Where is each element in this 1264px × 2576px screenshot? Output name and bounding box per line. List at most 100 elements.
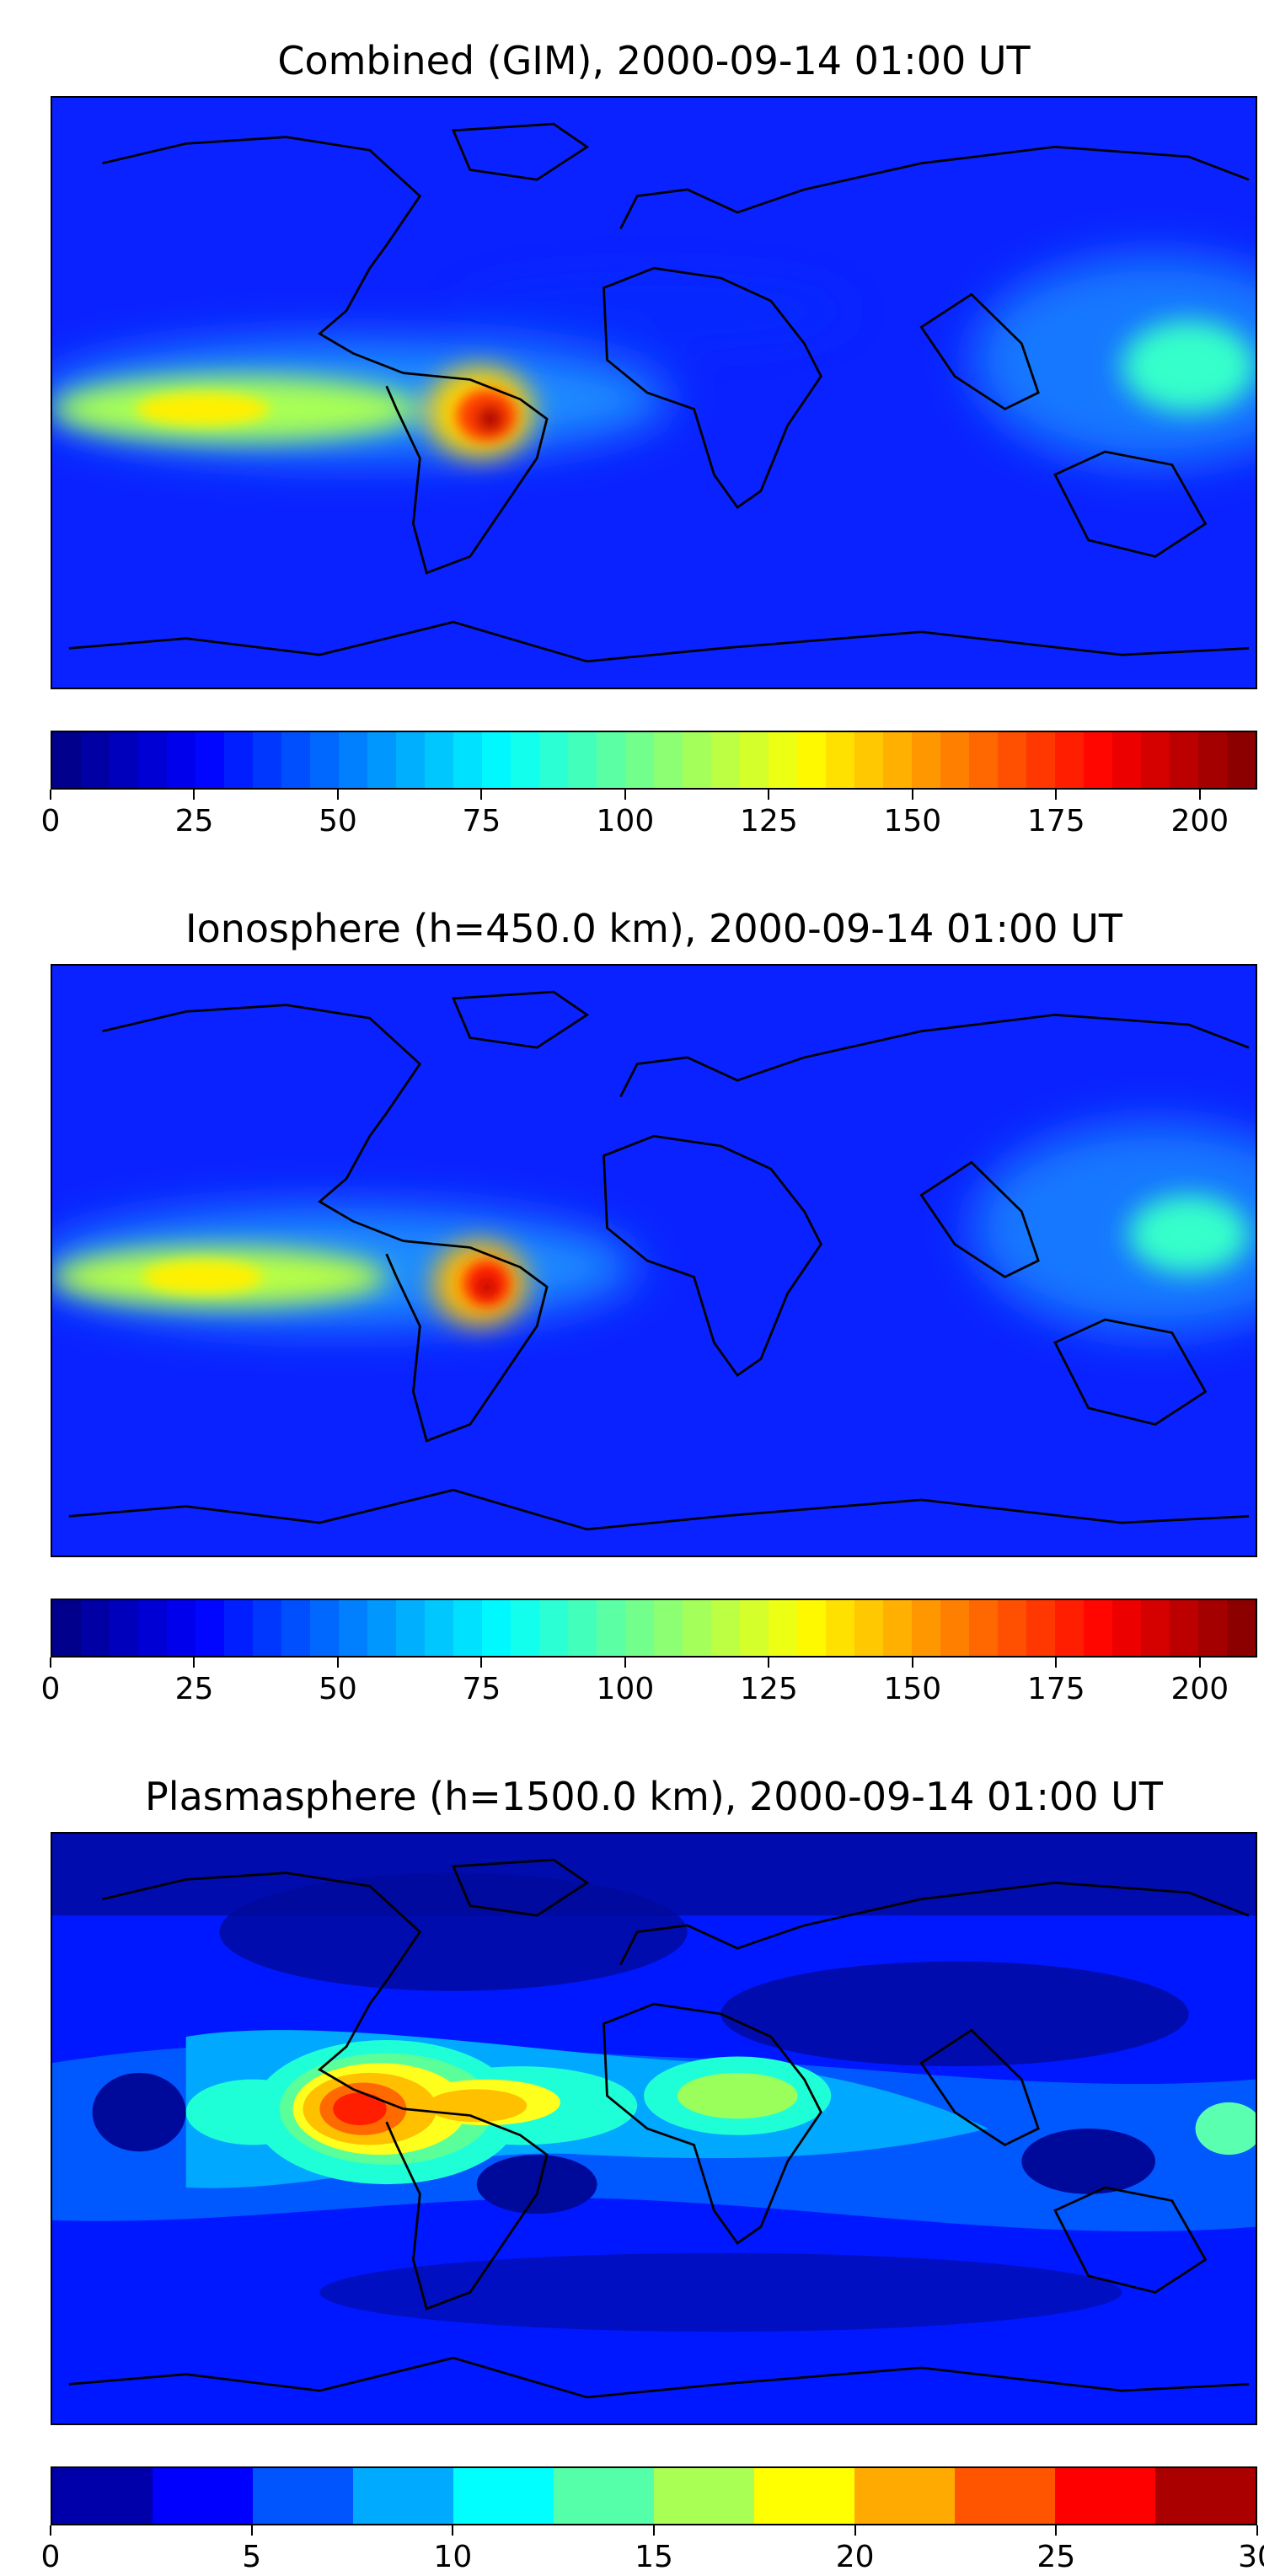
colorbar-segment <box>955 2468 1055 2524</box>
colorbar-segment <box>769 1600 797 1656</box>
colorbar-segment <box>167 1600 195 1656</box>
colorbar-segment <box>81 732 110 788</box>
colorbar-segment <box>281 732 310 788</box>
coastlines <box>68 122 1250 663</box>
colorbar-segment <box>425 732 453 788</box>
colorbar-segment <box>654 732 683 788</box>
colorbar-segment <box>1227 732 1256 788</box>
colorbar-segment <box>339 732 367 788</box>
colorbar-segment <box>597 732 625 788</box>
colorbar-tick-label: 150 <box>883 804 942 838</box>
colorbar-segment <box>1155 2468 1256 2524</box>
colorbar-tick <box>624 790 626 800</box>
colorbar-segment <box>253 2468 353 2524</box>
colorbar-segment <box>310 732 339 788</box>
colorbar-tick-label: 150 <box>883 1672 942 1706</box>
colorbar-tick-label: 200 <box>1170 1672 1229 1706</box>
colorbar-tick <box>336 1658 339 1668</box>
colorbar-segment <box>1055 732 1084 788</box>
colorbar-segment <box>912 1600 940 1656</box>
colorbar-segment <box>683 1600 711 1656</box>
colorbar-segment <box>1084 1600 1112 1656</box>
colorbar-segment <box>625 732 654 788</box>
colorbar-segment <box>940 1600 969 1656</box>
colorbar-segment <box>826 732 854 788</box>
colorbar-tick-label: 125 <box>740 804 798 838</box>
colorbar-tick <box>193 790 195 800</box>
colorbar-tick <box>50 790 51 800</box>
colorbar-segment <box>367 1600 396 1656</box>
colorbar-segment <box>453 732 482 788</box>
colorbar-tick <box>624 1658 626 1668</box>
colorbar-segment <box>1055 1600 1084 1656</box>
colorbar-tick <box>911 1658 913 1668</box>
colorbar-tick <box>50 1658 51 1668</box>
colorbar-tick <box>1256 2525 1258 2536</box>
colorbar-segment <box>568 732 597 788</box>
map-ionosphere-svg <box>52 966 1256 1556</box>
colorbar-segment <box>153 2468 253 2524</box>
map-combined <box>51 96 1257 689</box>
colorbar-segment <box>568 1600 597 1656</box>
colorbar-segment <box>769 732 797 788</box>
colorbar-segment <box>998 1600 1026 1656</box>
colorbar-tick <box>336 790 339 800</box>
colorbar-plasmasphere <box>51 2466 1257 2525</box>
colorbar-tick <box>250 2525 253 2536</box>
colorbar-tick-label: 125 <box>740 1672 798 1706</box>
colorbar-segment <box>912 732 940 788</box>
colorbar-segment <box>482 1600 511 1656</box>
colorbar-segment <box>110 1600 138 1656</box>
colorbar-segment <box>711 1600 740 1656</box>
colorbar-tick <box>1198 790 1201 800</box>
colorbar-tick-label: 50 <box>319 804 357 838</box>
colorbar-segment <box>453 1600 482 1656</box>
colorbar-segment <box>224 1600 253 1656</box>
colorbar-segment <box>453 2468 554 2524</box>
colorbar-tick <box>452 2525 454 2536</box>
colorbar-segment <box>52 2468 153 2524</box>
colorbar-ticks-ionosphere: 0 25 50 75 100 125 150 175 200 <box>41 1658 1257 1708</box>
colorbar-segment <box>367 732 396 788</box>
map-combined-svg <box>52 98 1256 688</box>
panel-title-combined: Combined (GIM), 2000-09-14 01:00 UT <box>277 38 1031 83</box>
colorbar-tick-label: 200 <box>1170 804 1229 838</box>
colorbar-segment <box>554 2468 654 2524</box>
colorbar-tick-label: 175 <box>1026 1672 1085 1706</box>
colorbar-tick <box>1198 1658 1201 1668</box>
colorbar-segment <box>138 732 167 788</box>
colorbar-segment <box>110 732 138 788</box>
colorbar-segment <box>1026 732 1055 788</box>
colorbar-segment <box>511 732 539 788</box>
colorbar-segment <box>854 732 883 788</box>
colorbar-segment <box>1227 1600 1256 1656</box>
colorbar-tick-label: 100 <box>596 804 655 838</box>
colorbar-tick <box>854 2525 856 2536</box>
colorbar-tick-label: 0 <box>40 804 61 838</box>
colorbar-tick-label: 15 <box>635 2540 673 2574</box>
colorbar-tick <box>1055 2525 1058 2536</box>
colorbar-tick <box>480 790 483 800</box>
colorbar-segment <box>1198 732 1227 788</box>
colorbar-segment <box>1112 1600 1141 1656</box>
colorbar-tick-label: 50 <box>319 1672 357 1706</box>
colorbar-tick-label: 75 <box>462 1672 501 1706</box>
colorbar-segment <box>396 1600 425 1656</box>
colorbar-tick-label: 30 <box>1238 2540 1264 2574</box>
colorbar-tick <box>653 2525 655 2536</box>
colorbar-segment <box>52 1600 81 1656</box>
coastlines <box>68 1858 1250 2399</box>
colorbar-tick <box>1055 1658 1058 1668</box>
colorbar-segment <box>654 1600 683 1656</box>
colorbar-segment <box>281 1600 310 1656</box>
colorbar-segment <box>1198 1600 1227 1656</box>
colorbar-segment <box>511 1600 539 1656</box>
colorbar-tick <box>50 2525 51 2536</box>
colorbar-segment <box>683 732 711 788</box>
colorbar-segment <box>353 2468 453 2524</box>
colorbar-tick-label: 0 <box>40 2540 61 2574</box>
colorbar-segment <box>425 1600 453 1656</box>
map-plasmasphere-svg <box>52 1834 1256 2423</box>
colorbar-tick <box>911 790 913 800</box>
colorbar-segment <box>1170 1600 1198 1656</box>
